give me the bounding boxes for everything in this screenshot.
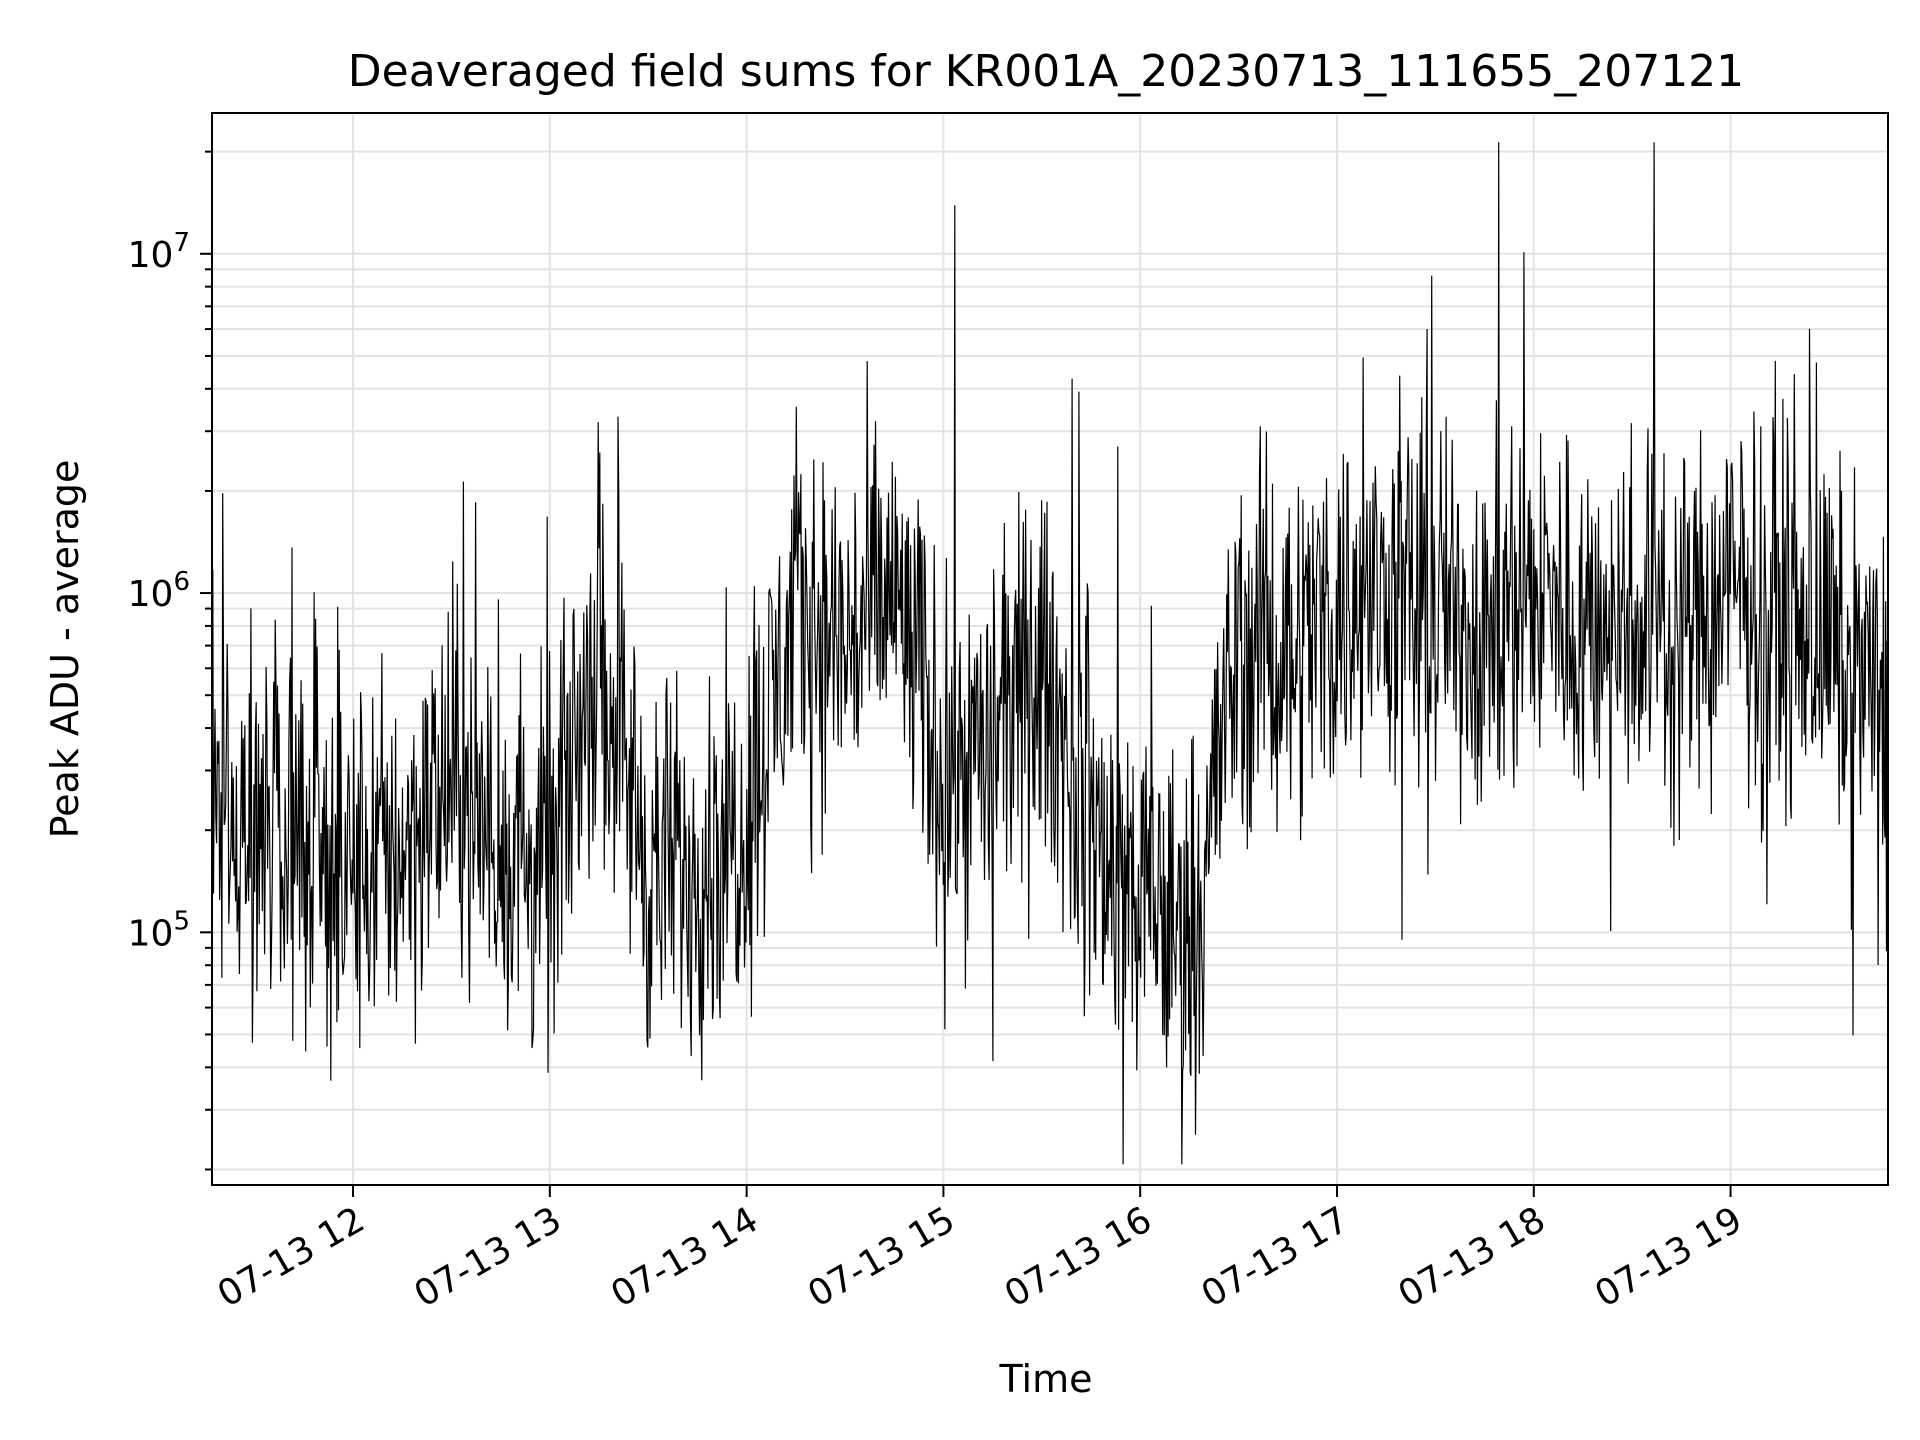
data-line: [211, 142, 1889, 1165]
plot-frame: [211, 112, 1889, 1186]
y-tick-label: 106: [128, 567, 190, 615]
chart-title: Deaveraged field sums for KR001A_2023071…: [348, 46, 1744, 97]
y-axis: 105 106 107: [128, 150, 212, 1171]
x-axis-label: Time: [999, 1357, 1093, 1401]
series-line: [211, 142, 1889, 1165]
y-axis-label: Peak ADU - average: [43, 460, 87, 839]
grid: [212, 113, 1888, 1185]
y-tick-label: 105: [128, 906, 190, 954]
y-tick-label: 107: [128, 228, 190, 276]
